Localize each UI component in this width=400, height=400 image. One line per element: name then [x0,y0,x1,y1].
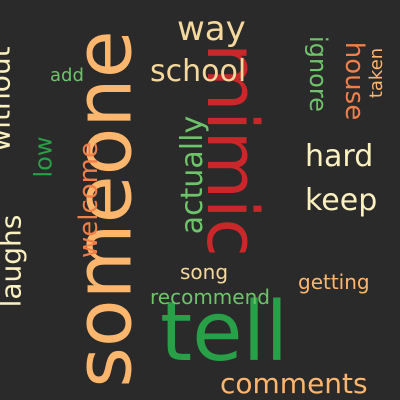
word-song: song [180,260,229,284]
word-way: way [177,9,246,49]
word-school: school [150,54,247,89]
word-add: add [50,65,84,86]
word-tell: tell [160,285,289,380]
word-laughs: laughs [0,214,28,308]
word-getting: getting [298,270,370,294]
word-actually: actually [175,115,211,235]
word-house: house [339,41,370,121]
word-without: without [0,46,17,152]
word-low: low [29,136,58,178]
word-taken: taken [366,47,388,99]
word-comments: comments [220,367,368,400]
word-recommend: recommend [150,285,270,309]
word-keep: keep [305,183,378,218]
word-ignore: ignore [303,36,332,112]
word-hard: hard [305,139,374,174]
word-welcome: welcome [74,141,105,259]
